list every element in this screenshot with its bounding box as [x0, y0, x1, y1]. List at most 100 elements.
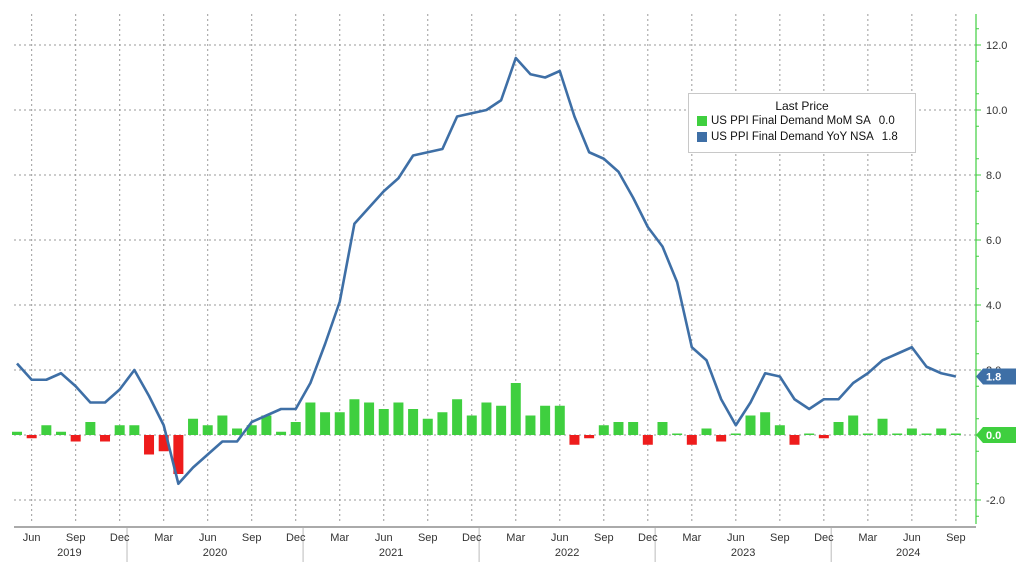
x-month-label: Mar [506, 532, 525, 544]
mom-bar [246, 425, 257, 435]
mom-bar [393, 402, 404, 435]
x-year-label: 2021 [379, 547, 403, 559]
mom-bar [921, 433, 932, 435]
gridlines [14, 14, 976, 524]
mom-bar [789, 435, 800, 445]
axes [14, 14, 981, 562]
mom-bar [334, 412, 345, 435]
yoy-line [16, 56, 957, 486]
legend-value-yoy: 1.8 [881, 131, 898, 143]
last-value-tags: 1.8 0.0 [976, 368, 1016, 443]
mom-bar [760, 412, 771, 435]
mom-bar [188, 418, 199, 435]
mom-bar [540, 405, 551, 435]
mom-bar [437, 412, 448, 435]
mom-bar [613, 422, 624, 435]
mom-bar [892, 433, 903, 435]
x-month-label: Mar [330, 532, 349, 544]
x-year-label: 2024 [896, 547, 920, 559]
x-month-label: Dec [110, 532, 130, 544]
legend-item-mom: US PPI Final Demand MoM SA 0.0 [697, 113, 915, 129]
x-month-label: Mar [682, 532, 701, 544]
mom-bar [320, 412, 331, 435]
mom-bar [114, 425, 125, 435]
x-month-label: Dec [638, 532, 658, 544]
mom-bar [496, 405, 507, 435]
mom-last-tag-bg [976, 427, 1016, 443]
mom-bar [716, 435, 727, 442]
mom-bar [848, 415, 859, 435]
x-month-label: Jun [375, 532, 393, 544]
x-month-label: Sep [594, 532, 614, 544]
mom-bar [950, 433, 961, 435]
legend-label-mom: US PPI Final Demand MoM SA [711, 115, 871, 127]
x-month-label: Sep [770, 532, 790, 544]
mom-bar [628, 422, 639, 435]
mom-bar [26, 435, 37, 439]
mom-bar [525, 415, 536, 435]
mom-bar [349, 399, 360, 435]
mom-bar [906, 428, 917, 435]
mom-bar [422, 418, 433, 435]
x-year-label: 2022 [555, 547, 579, 559]
mom-bar [730, 433, 741, 435]
x-month-label: Sep [946, 532, 966, 544]
mom-bar [217, 415, 228, 435]
mom-bar [364, 402, 375, 435]
mom-bar [158, 435, 169, 452]
mom-bar [686, 435, 697, 445]
y-tick-label: 12.0 [986, 40, 1007, 52]
legend-swatch-mom [697, 116, 707, 126]
x-year-label: 2019 [57, 547, 81, 559]
mom-bar [305, 402, 316, 435]
mom-bar [569, 435, 580, 445]
mom-bar [598, 425, 609, 435]
legend-value-mom: 0.0 [878, 115, 895, 127]
mom-bar [70, 435, 81, 442]
legend-label-yoy: US PPI Final Demand YoY NSA [711, 131, 874, 143]
legend-title: Last Price [775, 99, 829, 113]
mom-bar [173, 435, 184, 474]
x-month-label: Jun [551, 532, 569, 544]
legend-swatch-yoy [697, 132, 707, 142]
mom-bar [642, 435, 653, 445]
x-month-label: Dec [814, 532, 834, 544]
mom-bar [672, 433, 683, 435]
mom-bar [276, 431, 287, 435]
x-month-label: Dec [286, 532, 306, 544]
mom-bar [144, 435, 155, 455]
x-month-label: Sep [242, 532, 262, 544]
mom-last-tag-text: 0.0 [986, 430, 1001, 442]
x-month-label: Mar [154, 532, 173, 544]
mom-bar [232, 428, 243, 435]
mom-bar [261, 415, 272, 435]
mom-bar [745, 415, 756, 435]
mom-bar [481, 402, 492, 435]
mom-bars [12, 383, 961, 474]
x-month-label: Sep [418, 532, 438, 544]
mom-bar [877, 418, 888, 435]
mom-bar [41, 425, 52, 435]
x-month-label: Jun [903, 532, 921, 544]
y-tick-label: 4.0 [986, 300, 1001, 312]
mom-bar [378, 409, 389, 435]
mom-bar [818, 435, 829, 439]
x-tick-labels: Jun Sep Dec Mar Jun Sep Dec Mar Jun Sep Dec Mar Jun S… [23, 532, 966, 559]
x-year-label: 2020 [203, 547, 227, 559]
x-month-label: Jun [727, 532, 745, 544]
mom-bar [657, 422, 668, 435]
x-month-label: Dec [462, 532, 482, 544]
mom-bar [466, 415, 477, 435]
legend-item-yoy: US PPI Final Demand YoY NSA 1.8 [697, 129, 915, 145]
mom-bar [774, 425, 785, 435]
mom-bar [936, 428, 947, 435]
y-tick-label: 8.0 [986, 170, 1001, 182]
mom-bar [408, 409, 419, 435]
mom-bar [584, 435, 595, 439]
mom-bar [129, 425, 140, 435]
mom-bar [290, 422, 301, 435]
yoy-last-tag-bg [976, 368, 1016, 385]
x-month-label: Sep [66, 532, 86, 544]
y-tick-label: 6.0 [986, 235, 1001, 247]
